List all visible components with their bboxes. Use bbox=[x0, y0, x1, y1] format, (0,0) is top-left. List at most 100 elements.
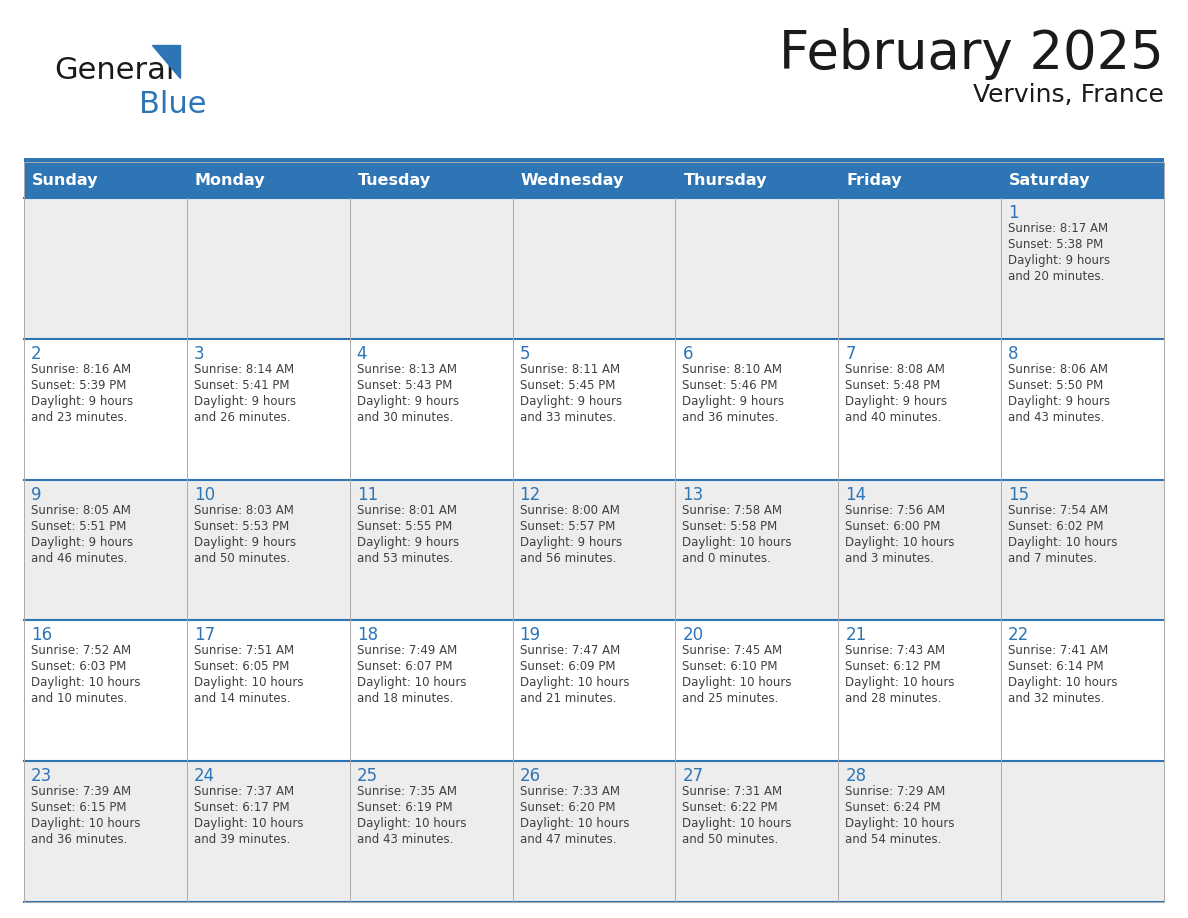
Text: Sunset: 5:46 PM: Sunset: 5:46 PM bbox=[682, 379, 778, 392]
Text: 16: 16 bbox=[31, 626, 52, 644]
Text: Sunrise: 8:10 AM: Sunrise: 8:10 AM bbox=[682, 363, 783, 375]
Text: Sunrise: 7:39 AM: Sunrise: 7:39 AM bbox=[31, 785, 131, 798]
Text: Sunrise: 8:01 AM: Sunrise: 8:01 AM bbox=[356, 504, 456, 517]
Text: Sunrise: 7:58 AM: Sunrise: 7:58 AM bbox=[682, 504, 783, 517]
Text: Sunrise: 8:06 AM: Sunrise: 8:06 AM bbox=[1009, 363, 1108, 375]
Text: 22: 22 bbox=[1009, 626, 1029, 644]
Text: Sunrise: 7:54 AM: Sunrise: 7:54 AM bbox=[1009, 504, 1108, 517]
Text: Sunrise: 7:31 AM: Sunrise: 7:31 AM bbox=[682, 785, 783, 798]
Text: and 47 minutes.: and 47 minutes. bbox=[519, 834, 617, 846]
Text: Vervins, France: Vervins, France bbox=[973, 83, 1164, 107]
Text: Daylight: 10 hours: Daylight: 10 hours bbox=[682, 535, 792, 549]
Text: and 36 minutes.: and 36 minutes. bbox=[682, 410, 779, 424]
Text: and 0 minutes.: and 0 minutes. bbox=[682, 552, 771, 565]
Text: 1: 1 bbox=[1009, 204, 1019, 222]
Text: and 50 minutes.: and 50 minutes. bbox=[194, 552, 290, 565]
Text: and 54 minutes.: and 54 minutes. bbox=[846, 834, 942, 846]
Text: 3: 3 bbox=[194, 345, 204, 363]
Text: Sunset: 5:41 PM: Sunset: 5:41 PM bbox=[194, 379, 290, 392]
Text: Daylight: 10 hours: Daylight: 10 hours bbox=[356, 817, 466, 830]
Text: 12: 12 bbox=[519, 486, 541, 504]
Bar bbox=[24, 198, 1164, 339]
Text: Sunset: 6:10 PM: Sunset: 6:10 PM bbox=[682, 660, 778, 674]
Text: Sunrise: 8:14 AM: Sunrise: 8:14 AM bbox=[194, 363, 293, 375]
Text: Daylight: 9 hours: Daylight: 9 hours bbox=[519, 395, 621, 408]
Text: Thursday: Thursday bbox=[683, 173, 767, 187]
Text: Sunset: 5:51 PM: Sunset: 5:51 PM bbox=[31, 520, 126, 532]
Text: and 18 minutes.: and 18 minutes. bbox=[356, 692, 453, 705]
Text: Daylight: 10 hours: Daylight: 10 hours bbox=[519, 817, 630, 830]
Text: Daylight: 9 hours: Daylight: 9 hours bbox=[194, 535, 296, 549]
Text: Sunset: 6:22 PM: Sunset: 6:22 PM bbox=[682, 801, 778, 814]
Text: Sunrise: 7:37 AM: Sunrise: 7:37 AM bbox=[194, 785, 293, 798]
Text: Daylight: 9 hours: Daylight: 9 hours bbox=[356, 395, 459, 408]
Text: 5: 5 bbox=[519, 345, 530, 363]
Text: 9: 9 bbox=[31, 486, 42, 504]
Text: Daylight: 9 hours: Daylight: 9 hours bbox=[519, 535, 621, 549]
Text: and 43 minutes.: and 43 minutes. bbox=[356, 834, 453, 846]
Bar bbox=[24, 621, 1164, 761]
Text: Sunrise: 8:05 AM: Sunrise: 8:05 AM bbox=[31, 504, 131, 517]
Text: Sunrise: 8:03 AM: Sunrise: 8:03 AM bbox=[194, 504, 293, 517]
Text: Sunset: 6:17 PM: Sunset: 6:17 PM bbox=[194, 801, 290, 814]
Text: Daylight: 9 hours: Daylight: 9 hours bbox=[194, 395, 296, 408]
Text: and 30 minutes.: and 30 minutes. bbox=[356, 410, 453, 424]
Text: Sunset: 6:20 PM: Sunset: 6:20 PM bbox=[519, 801, 615, 814]
Text: and 28 minutes.: and 28 minutes. bbox=[846, 692, 942, 705]
Polygon shape bbox=[152, 45, 181, 78]
Text: Daylight: 10 hours: Daylight: 10 hours bbox=[194, 817, 303, 830]
Text: Daylight: 9 hours: Daylight: 9 hours bbox=[1009, 254, 1111, 267]
Text: 11: 11 bbox=[356, 486, 378, 504]
Text: Sunrise: 8:17 AM: Sunrise: 8:17 AM bbox=[1009, 222, 1108, 235]
Bar bbox=[24, 479, 1164, 621]
Text: Sunset: 6:12 PM: Sunset: 6:12 PM bbox=[846, 660, 941, 674]
Text: 21: 21 bbox=[846, 626, 866, 644]
Text: Sunrise: 7:35 AM: Sunrise: 7:35 AM bbox=[356, 785, 456, 798]
Text: Sunset: 6:19 PM: Sunset: 6:19 PM bbox=[356, 801, 453, 814]
Text: Daylight: 9 hours: Daylight: 9 hours bbox=[1009, 395, 1111, 408]
Text: Sunset: 5:58 PM: Sunset: 5:58 PM bbox=[682, 520, 778, 532]
Text: Sunrise: 7:47 AM: Sunrise: 7:47 AM bbox=[519, 644, 620, 657]
Text: Sunset: 5:45 PM: Sunset: 5:45 PM bbox=[519, 379, 615, 392]
Text: Sunset: 5:43 PM: Sunset: 5:43 PM bbox=[356, 379, 453, 392]
Text: Sunset: 6:14 PM: Sunset: 6:14 PM bbox=[1009, 660, 1104, 674]
Text: Daylight: 9 hours: Daylight: 9 hours bbox=[846, 395, 947, 408]
Text: Sunrise: 7:52 AM: Sunrise: 7:52 AM bbox=[31, 644, 131, 657]
Text: Sunset: 6:05 PM: Sunset: 6:05 PM bbox=[194, 660, 289, 674]
Text: 2: 2 bbox=[31, 345, 42, 363]
Text: and 39 minutes.: and 39 minutes. bbox=[194, 834, 290, 846]
Text: and 43 minutes.: and 43 minutes. bbox=[1009, 410, 1105, 424]
Text: Sunset: 6:07 PM: Sunset: 6:07 PM bbox=[356, 660, 453, 674]
Text: Sunset: 6:09 PM: Sunset: 6:09 PM bbox=[519, 660, 615, 674]
Text: Friday: Friday bbox=[846, 173, 902, 187]
Text: 28: 28 bbox=[846, 767, 866, 785]
Text: Sunrise: 8:00 AM: Sunrise: 8:00 AM bbox=[519, 504, 619, 517]
Text: Sunset: 6:03 PM: Sunset: 6:03 PM bbox=[31, 660, 126, 674]
Text: 14: 14 bbox=[846, 486, 866, 504]
Text: 23: 23 bbox=[31, 767, 52, 785]
Text: Sunset: 6:00 PM: Sunset: 6:00 PM bbox=[846, 520, 941, 532]
Text: 15: 15 bbox=[1009, 486, 1029, 504]
Text: 20: 20 bbox=[682, 626, 703, 644]
Text: 10: 10 bbox=[194, 486, 215, 504]
Text: Daylight: 9 hours: Daylight: 9 hours bbox=[31, 535, 133, 549]
Text: and 23 minutes.: and 23 minutes. bbox=[31, 410, 127, 424]
Text: Daylight: 10 hours: Daylight: 10 hours bbox=[31, 817, 140, 830]
Text: February 2025: February 2025 bbox=[779, 28, 1164, 80]
Text: Tuesday: Tuesday bbox=[358, 173, 431, 187]
Text: and 26 minutes.: and 26 minutes. bbox=[194, 410, 290, 424]
Text: 18: 18 bbox=[356, 626, 378, 644]
Text: Daylight: 10 hours: Daylight: 10 hours bbox=[356, 677, 466, 689]
Text: 27: 27 bbox=[682, 767, 703, 785]
Text: Monday: Monday bbox=[195, 173, 265, 187]
Text: 26: 26 bbox=[519, 767, 541, 785]
Text: Sunset: 6:15 PM: Sunset: 6:15 PM bbox=[31, 801, 126, 814]
Text: and 20 minutes.: and 20 minutes. bbox=[1009, 270, 1105, 283]
Bar bbox=[24, 162, 1164, 198]
Text: Sunset: 5:53 PM: Sunset: 5:53 PM bbox=[194, 520, 289, 532]
Text: and 53 minutes.: and 53 minutes. bbox=[356, 552, 453, 565]
Text: Daylight: 10 hours: Daylight: 10 hours bbox=[1009, 535, 1118, 549]
Text: Wednesday: Wednesday bbox=[520, 173, 624, 187]
Text: 24: 24 bbox=[194, 767, 215, 785]
Text: Daylight: 9 hours: Daylight: 9 hours bbox=[356, 535, 459, 549]
